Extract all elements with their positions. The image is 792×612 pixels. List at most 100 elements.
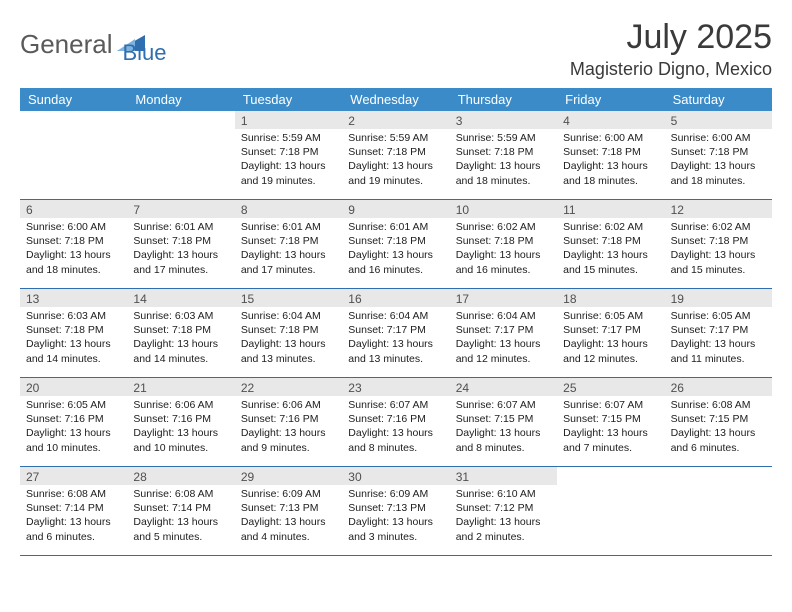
daylight-text: Daylight: 13 hours and 12 minutes.	[563, 337, 658, 365]
day-cell: 3Sunrise: 5:59 AMSunset: 7:18 PMDaylight…	[450, 111, 557, 199]
day-cell: 11Sunrise: 6:02 AMSunset: 7:18 PMDayligh…	[557, 200, 664, 288]
day-cell: 18Sunrise: 6:05 AMSunset: 7:17 PMDayligh…	[557, 289, 664, 377]
sunset-text: Sunset: 7:17 PM	[348, 323, 443, 337]
sunrise-text: Sunrise: 6:02 AM	[563, 220, 658, 234]
day-cell: 27Sunrise: 6:08 AMSunset: 7:14 PMDayligh…	[20, 467, 127, 555]
sunrise-text: Sunrise: 6:00 AM	[26, 220, 121, 234]
day-cell: 31Sunrise: 6:10 AMSunset: 7:12 PMDayligh…	[450, 467, 557, 555]
sunrise-text: Sunrise: 6:02 AM	[671, 220, 766, 234]
day-number: 27	[20, 467, 127, 485]
day-details	[557, 485, 664, 491]
day-details: Sunrise: 5:59 AMSunset: 7:18 PMDaylight:…	[450, 129, 557, 192]
daylight-text: Daylight: 13 hours and 8 minutes.	[348, 426, 443, 454]
day-cell: 30Sunrise: 6:09 AMSunset: 7:13 PMDayligh…	[342, 467, 449, 555]
sunset-text: Sunset: 7:18 PM	[456, 145, 551, 159]
sunrise-text: Sunrise: 6:02 AM	[456, 220, 551, 234]
day-cell	[20, 111, 127, 199]
sunrise-text: Sunrise: 6:04 AM	[348, 309, 443, 323]
daylight-text: Daylight: 13 hours and 2 minutes.	[456, 515, 551, 543]
day-cell: 21Sunrise: 6:06 AMSunset: 7:16 PMDayligh…	[127, 378, 234, 466]
day-number: 25	[557, 378, 664, 396]
location: Magisterio Digno, Mexico	[570, 59, 772, 80]
day-number: 3	[450, 111, 557, 129]
day-cell: 9Sunrise: 6:01 AMSunset: 7:18 PMDaylight…	[342, 200, 449, 288]
day-number: 31	[450, 467, 557, 485]
day-number: 13	[20, 289, 127, 307]
day-header: Wednesday	[342, 88, 449, 111]
daylight-text: Daylight: 13 hours and 19 minutes.	[348, 159, 443, 187]
day-details: Sunrise: 6:01 AMSunset: 7:18 PMDaylight:…	[342, 218, 449, 281]
day-number: 17	[450, 289, 557, 307]
daylight-text: Daylight: 13 hours and 19 minutes.	[241, 159, 336, 187]
daylight-text: Daylight: 13 hours and 13 minutes.	[241, 337, 336, 365]
day-number	[127, 111, 234, 129]
daylight-text: Daylight: 13 hours and 5 minutes.	[133, 515, 228, 543]
day-details: Sunrise: 6:03 AMSunset: 7:18 PMDaylight:…	[20, 307, 127, 370]
day-cell: 12Sunrise: 6:02 AMSunset: 7:18 PMDayligh…	[665, 200, 772, 288]
day-cell: 29Sunrise: 6:09 AMSunset: 7:13 PMDayligh…	[235, 467, 342, 555]
sunrise-text: Sunrise: 6:03 AM	[133, 309, 228, 323]
day-details: Sunrise: 6:07 AMSunset: 7:15 PMDaylight:…	[450, 396, 557, 459]
day-number: 23	[342, 378, 449, 396]
weeks-container: 1Sunrise: 5:59 AMSunset: 7:18 PMDaylight…	[20, 111, 772, 556]
day-number: 4	[557, 111, 664, 129]
day-cell	[557, 467, 664, 555]
day-header-row: Sunday Monday Tuesday Wednesday Thursday…	[20, 88, 772, 111]
daylight-text: Daylight: 13 hours and 10 minutes.	[133, 426, 228, 454]
daylight-text: Daylight: 13 hours and 16 minutes.	[348, 248, 443, 276]
sunset-text: Sunset: 7:17 PM	[563, 323, 658, 337]
day-details: Sunrise: 6:05 AMSunset: 7:17 PMDaylight:…	[665, 307, 772, 370]
sunset-text: Sunset: 7:12 PM	[456, 501, 551, 515]
sunrise-text: Sunrise: 6:08 AM	[671, 398, 766, 412]
header: General Blue July 2025 Magisterio Digno,…	[20, 18, 772, 80]
sunrise-text: Sunrise: 5:59 AM	[348, 131, 443, 145]
day-cell: 13Sunrise: 6:03 AMSunset: 7:18 PMDayligh…	[20, 289, 127, 377]
day-number: 30	[342, 467, 449, 485]
day-details: Sunrise: 6:00 AMSunset: 7:18 PMDaylight:…	[665, 129, 772, 192]
sunrise-text: Sunrise: 6:06 AM	[241, 398, 336, 412]
logo-text-general: General	[20, 29, 113, 60]
day-details: Sunrise: 6:09 AMSunset: 7:13 PMDaylight:…	[235, 485, 342, 548]
sunset-text: Sunset: 7:18 PM	[241, 323, 336, 337]
sunset-text: Sunset: 7:16 PM	[26, 412, 121, 426]
day-number: 22	[235, 378, 342, 396]
logo: General Blue	[20, 18, 167, 66]
day-number: 21	[127, 378, 234, 396]
day-details	[20, 129, 127, 135]
daylight-text: Daylight: 13 hours and 17 minutes.	[241, 248, 336, 276]
day-cell	[665, 467, 772, 555]
sunset-text: Sunset: 7:18 PM	[133, 234, 228, 248]
sunset-text: Sunset: 7:18 PM	[348, 145, 443, 159]
day-cell: 8Sunrise: 6:01 AMSunset: 7:18 PMDaylight…	[235, 200, 342, 288]
day-details: Sunrise: 6:08 AMSunset: 7:14 PMDaylight:…	[127, 485, 234, 548]
day-number	[20, 111, 127, 129]
sunset-text: Sunset: 7:18 PM	[456, 234, 551, 248]
sunrise-text: Sunrise: 6:04 AM	[456, 309, 551, 323]
day-details: Sunrise: 6:00 AMSunset: 7:18 PMDaylight:…	[557, 129, 664, 192]
sunset-text: Sunset: 7:18 PM	[241, 145, 336, 159]
week-row: 1Sunrise: 5:59 AMSunset: 7:18 PMDaylight…	[20, 111, 772, 200]
day-number: 11	[557, 200, 664, 218]
day-cell: 1Sunrise: 5:59 AMSunset: 7:18 PMDaylight…	[235, 111, 342, 199]
sunset-text: Sunset: 7:18 PM	[26, 234, 121, 248]
sunset-text: Sunset: 7:17 PM	[671, 323, 766, 337]
week-row: 6Sunrise: 6:00 AMSunset: 7:18 PMDaylight…	[20, 200, 772, 289]
day-details: Sunrise: 6:07 AMSunset: 7:15 PMDaylight:…	[557, 396, 664, 459]
sunset-text: Sunset: 7:17 PM	[456, 323, 551, 337]
daylight-text: Daylight: 13 hours and 7 minutes.	[563, 426, 658, 454]
day-cell: 26Sunrise: 6:08 AMSunset: 7:15 PMDayligh…	[665, 378, 772, 466]
day-number: 29	[235, 467, 342, 485]
daylight-text: Daylight: 13 hours and 13 minutes.	[348, 337, 443, 365]
day-number: 15	[235, 289, 342, 307]
sunrise-text: Sunrise: 6:09 AM	[348, 487, 443, 501]
daylight-text: Daylight: 13 hours and 4 minutes.	[241, 515, 336, 543]
day-cell: 15Sunrise: 6:04 AMSunset: 7:18 PMDayligh…	[235, 289, 342, 377]
sunrise-text: Sunrise: 6:00 AM	[671, 131, 766, 145]
sunrise-text: Sunrise: 6:00 AM	[563, 131, 658, 145]
day-details: Sunrise: 6:01 AMSunset: 7:18 PMDaylight:…	[235, 218, 342, 281]
daylight-text: Daylight: 13 hours and 6 minutes.	[671, 426, 766, 454]
day-number	[665, 467, 772, 485]
daylight-text: Daylight: 13 hours and 16 minutes.	[456, 248, 551, 276]
sunrise-text: Sunrise: 6:01 AM	[133, 220, 228, 234]
sunset-text: Sunset: 7:13 PM	[348, 501, 443, 515]
